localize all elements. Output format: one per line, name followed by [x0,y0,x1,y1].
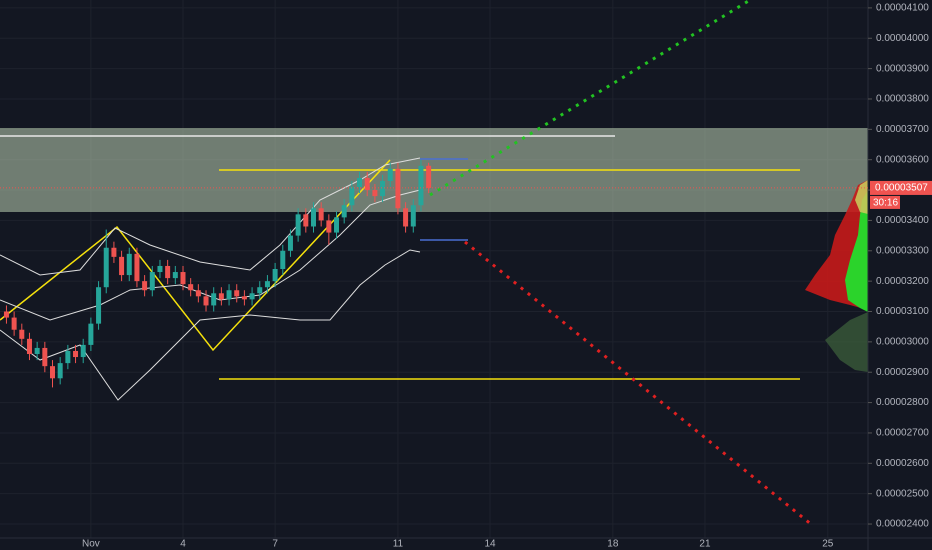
x-tick-label: 18 [607,539,619,550]
candle-body [380,180,386,197]
y-tick-label: 0.00002800 [876,397,929,408]
candle-body [88,323,94,345]
last-price-label: 0.00003507 [875,183,928,194]
candle-body [96,287,102,324]
x-tick-label: 25 [822,539,834,550]
candle-body [287,235,293,251]
candle-body [34,347,40,355]
y-tick-label: 0.00002500 [876,488,929,499]
countdown-label: 30:16 [873,198,898,209]
volume-profile [855,180,868,214]
candle-body [211,293,217,306]
candle-body [11,317,17,330]
candle-body [295,214,301,236]
y-tick-label: 0.00003700 [876,124,929,135]
y-tick-label: 0.00003200 [876,276,929,287]
y-tick-label: 0.00002900 [876,367,929,378]
candle-body [203,296,209,306]
candle-body [318,208,324,221]
y-tick-label: 0.00003000 [876,337,929,348]
projection-down [464,240,813,527]
candle-body [357,177,363,188]
volume-profile [845,190,868,312]
x-tick-label: 7 [272,539,278,550]
candle-body [42,347,48,367]
candles [3,159,432,388]
x-tick-label: 11 [393,539,404,550]
y-tick-label: 0.00004100 [876,3,929,14]
candle-body [19,329,25,339]
x-tick-label: 14 [484,539,496,550]
candle-body [57,363,63,379]
y-tick-label: 0.00003900 [876,63,929,74]
candle-body [364,177,370,191]
x-tick-label: 4 [180,539,186,550]
candle-body [126,253,132,276]
candle-body [264,281,270,288]
candle-body [26,338,32,355]
volume-profile [825,312,868,372]
countdown-box [870,195,900,209]
candle-body [65,350,71,364]
candle-body [50,366,56,379]
candle-body [142,281,148,291]
candle-body [410,205,416,227]
candle-body [280,250,286,269]
candle-body [157,265,163,273]
candle-body [234,290,240,297]
candle-body [149,272,155,291]
candle-body [165,265,171,279]
candle-body [403,208,409,227]
candle-body [303,214,309,227]
band-middle [0,189,421,321]
candle-body [395,168,401,209]
candle-body [119,256,125,276]
y-tick-label: 0.00002600 [876,458,929,469]
last-price-box [870,180,932,195]
candle-body [426,165,432,188]
candle-body [103,247,109,288]
candle-body [226,290,232,300]
candle-body [241,296,247,300]
candle-body [349,187,355,206]
candle-body [387,168,393,181]
y-tick-label: 0.00003100 [876,306,929,317]
y-tick-label: 0.00003300 [876,245,929,256]
candle-body [73,350,79,358]
candle-body [188,284,194,291]
candle-body [218,293,224,300]
y-tick-label: 0.00002700 [876,428,929,439]
candle-body [195,290,201,297]
y-tick-label: 0.00003400 [876,215,929,226]
y-tick-label: 0.00002400 [876,519,929,530]
candle-body [111,247,117,257]
candle-body [372,190,378,197]
band-upper [0,157,421,276]
candle-body [3,311,9,318]
candle-body [310,208,316,227]
candle-body [249,293,255,300]
candle-body [272,269,278,282]
x-tick-label: Nov [82,539,100,550]
candle-body [172,272,178,279]
candle-body [341,205,347,218]
y-tick-label: 0.00003800 [876,94,929,105]
band-lower [0,249,421,401]
zigzag [0,159,391,352]
candle-body [80,344,86,358]
axes: 0.00004100 0.00004000 0.00003900 0.00003800… [0,3,932,550]
candle-body [180,272,186,285]
candle-body [326,220,332,233]
candle-body [257,287,263,294]
candle-body [418,165,424,206]
x-tick-label: 21 [699,539,711,550]
candle-body [334,217,340,233]
candle-body [134,253,140,282]
y-tick-label: 0.00003600 [876,154,929,165]
y-tick-label: 0.00004000 [876,33,929,44]
